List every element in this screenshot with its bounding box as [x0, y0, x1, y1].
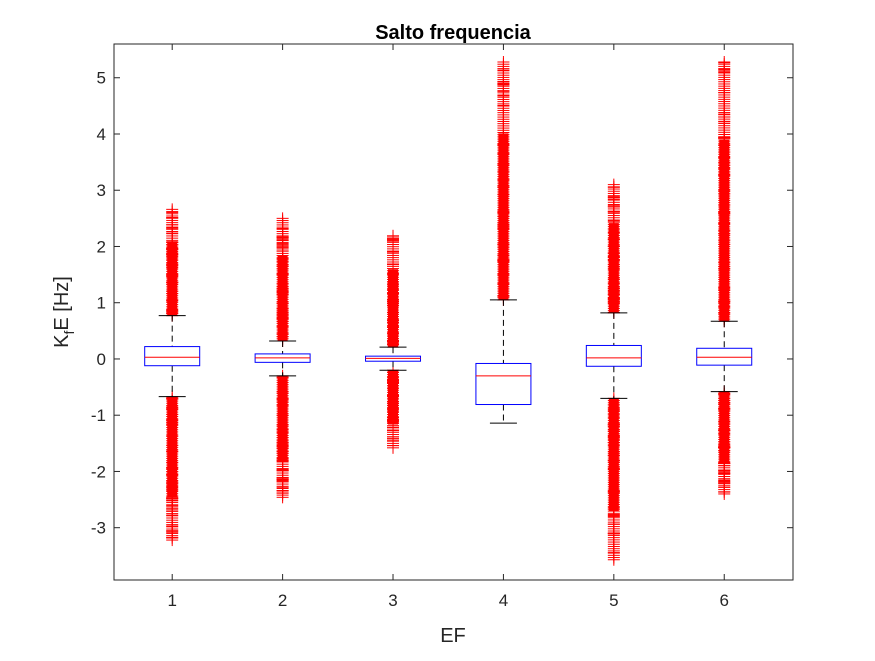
- y-tick-label: 2: [97, 237, 106, 256]
- outlier-cluster: [388, 269, 399, 348]
- outliers-high-4: [497, 55, 510, 306]
- y-tick-label: 0: [97, 350, 106, 369]
- box-group-1: [144, 203, 201, 547]
- outlier-cluster: [719, 391, 730, 464]
- y-axis-label: KfE [Hz]: [51, 276, 77, 348]
- y-tick-label: 5: [97, 69, 106, 88]
- y-axis-label-rest: E [Hz]: [51, 276, 73, 330]
- box-1: [144, 346, 201, 367]
- y-tick-label: -3: [91, 519, 106, 538]
- outlier-cluster: [167, 396, 178, 498]
- box-6: [696, 347, 753, 366]
- box-group-4: [475, 55, 532, 424]
- y-tick-label: 3: [97, 181, 106, 200]
- outliers-low-6: [718, 385, 731, 500]
- y-tick-label: 1: [97, 294, 106, 313]
- outlier-cluster: [167, 241, 178, 316]
- outlier-cluster: [719, 139, 730, 322]
- box-4: [475, 362, 532, 406]
- outliers-high-1: [166, 203, 179, 322]
- outliers-low-2: [276, 369, 289, 504]
- x-tick-label: 2: [278, 591, 287, 610]
- outlier-cluster: [277, 375, 288, 461]
- outlier-cluster: [277, 255, 288, 341]
- outliers-low-1: [166, 390, 179, 547]
- x-tick-label: 3: [388, 591, 397, 610]
- x-tick-label: 6: [720, 591, 729, 610]
- boxes-layer: [144, 55, 753, 566]
- ticks-layer: -3 -2 -1 0 1 2 3 4 5 1 2 3 4 5 6: [91, 44, 793, 610]
- box-group-5: [585, 178, 642, 566]
- y-tick-label: 4: [97, 125, 106, 144]
- x-tick-label: 1: [167, 591, 176, 610]
- y-tick-label: -2: [91, 462, 106, 481]
- x-axis-label: EF: [440, 625, 466, 647]
- outlier-cluster: [388, 370, 399, 425]
- y-axis-label-main: K: [51, 334, 73, 348]
- x-tick-label: 5: [609, 591, 618, 610]
- box-group-6: [696, 55, 753, 500]
- outliers-low-3: [387, 364, 400, 454]
- outliers-high-2: [276, 212, 289, 347]
- x-tick-label: 4: [499, 591, 508, 610]
- axes-frame: [113, 43, 794, 581]
- outlier-cluster: [498, 133, 509, 300]
- box-5: [585, 344, 642, 367]
- outlier-cluster: [608, 398, 619, 512]
- plot-area: [114, 44, 793, 580]
- chart-title: Salto frequencia: [375, 22, 531, 44]
- box-group-3: [365, 229, 422, 454]
- y-axis-label-subscript: f: [61, 331, 77, 335]
- outlier-cluster: [608, 223, 619, 313]
- outliers-low-5: [607, 392, 620, 566]
- y-tick-label: -1: [91, 406, 106, 425]
- box-group-2: [254, 212, 311, 504]
- outliers-high-6: [718, 55, 731, 328]
- outliers-high-5: [607, 178, 620, 319]
